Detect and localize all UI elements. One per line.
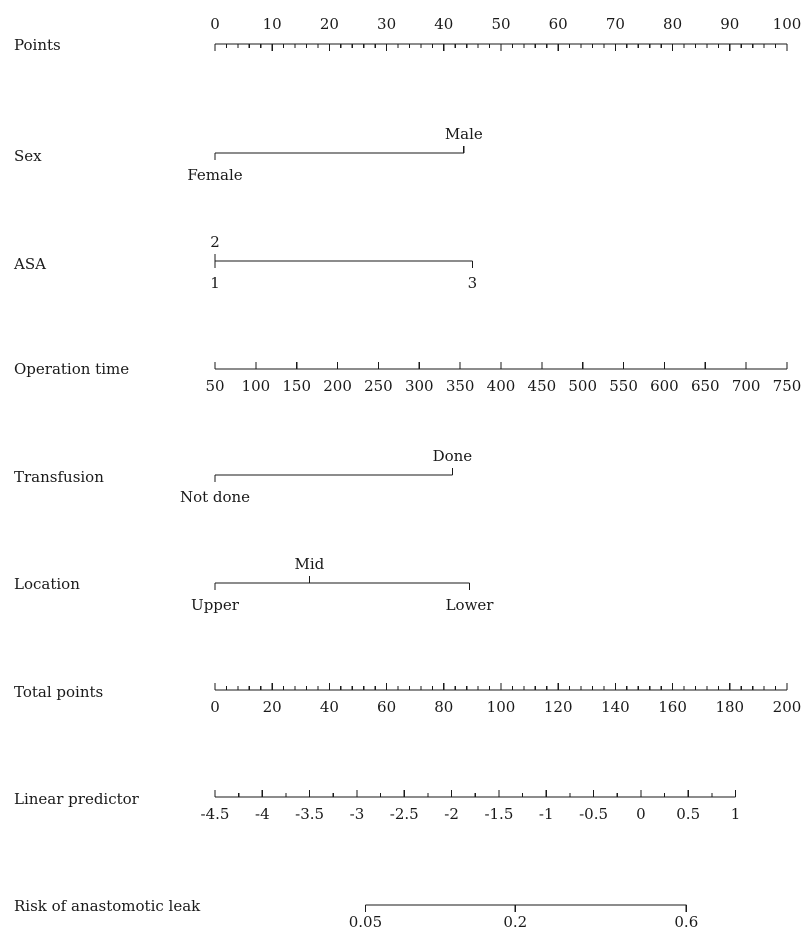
total-points-tick-label-60: 60	[377, 698, 396, 716]
linear-predictor-tick-label-2: -2	[444, 805, 459, 823]
operation-time-tick-label-500: 500	[568, 377, 597, 395]
points-tick-label-50: 50	[491, 15, 510, 33]
sex-label-male: Male	[445, 125, 483, 143]
total-points-tick-label-140: 140	[601, 698, 630, 716]
location-label-mid: Mid	[294, 555, 324, 573]
linear-predictor-tick-label-0-5: 0.5	[676, 805, 700, 823]
linear-predictor-tick-label-0: 0	[636, 805, 646, 823]
total-points-tick-label-180: 180	[715, 698, 744, 716]
points-tick-label-0: 0	[210, 15, 220, 33]
total-points-tick-label-0: 0	[210, 698, 220, 716]
risk-of-anastomotic-leak-tick-label-0-2: 0.2	[503, 913, 527, 931]
total-points-tick-label-200: 200	[773, 698, 801, 716]
points-tick-label-90: 90	[720, 15, 739, 33]
asa-label-3: 3	[468, 274, 478, 292]
points-tick-label-40: 40	[434, 15, 453, 33]
linear-predictor-tick-label-1: -1	[539, 805, 554, 823]
linear-predictor-row-label: Linear predictor	[14, 790, 140, 808]
sex-row-label: Sex	[14, 147, 42, 165]
risk-of-anastomotic-leak-tick-label-0-6: 0.6	[674, 913, 698, 931]
total-points-tick-label-100: 100	[487, 698, 516, 716]
operation-time-tick-label-400: 400	[487, 377, 516, 395]
points-tick-label-80: 80	[663, 15, 682, 33]
points-tick-label-20: 20	[320, 15, 339, 33]
sex-label-female: Female	[187, 166, 242, 184]
points-tick-label-70: 70	[606, 15, 625, 33]
location-label-upper: Upper	[191, 596, 240, 614]
total-points-tick-label-40: 40	[320, 698, 339, 716]
operation-time-tick-label-250: 250	[364, 377, 393, 395]
transfusion-label-not-done: Not done	[180, 488, 250, 506]
linear-predictor-tick-label-3: -3	[350, 805, 365, 823]
operation-time-tick-label-550: 550	[609, 377, 638, 395]
risk-of-anastomotic-leak-tick-label-0-05: 0.05	[349, 913, 382, 931]
linear-predictor-tick-label-4: -4	[255, 805, 270, 823]
transfusion-label-done: Done	[433, 447, 473, 465]
location-row-label: Location	[14, 575, 80, 593]
operation-time-tick-label-350: 350	[446, 377, 475, 395]
operation-time-tick-label-750: 750	[773, 377, 801, 395]
linear-predictor-tick-label-1: 1	[731, 805, 741, 823]
linear-predictor-tick-label-0-5: -0.5	[579, 805, 608, 823]
operation-time-tick-label-150: 150	[282, 377, 311, 395]
operation-time-tick-label-300: 300	[405, 377, 434, 395]
asa-row-label: ASA	[13, 255, 46, 273]
asa-label-1: 1	[210, 274, 220, 292]
linear-predictor-tick-label-4-5: -4.5	[201, 805, 230, 823]
points-tick-label-60: 60	[549, 15, 568, 33]
total-points-tick-label-160: 160	[658, 698, 687, 716]
operation-time-row-label: Operation time	[14, 360, 129, 378]
points-tick-label-30: 30	[377, 15, 396, 33]
linear-predictor-tick-label-2-5: -2.5	[390, 805, 419, 823]
total-points-tick-label-120: 120	[544, 698, 573, 716]
linear-predictor-tick-label-1-5: -1.5	[484, 805, 513, 823]
total-points-row-label: Total points	[14, 683, 103, 701]
operation-time-tick-label-200: 200	[323, 377, 352, 395]
points-tick-label-100: 100	[773, 15, 801, 33]
operation-time-tick-label-650: 650	[691, 377, 720, 395]
risk-of-anastomotic-leak-row-label: Risk of anastomotic leak	[14, 897, 201, 915]
points-row-label: Points	[14, 36, 61, 54]
operation-time-tick-label-50: 50	[205, 377, 224, 395]
asa-label-2: 2	[210, 233, 220, 251]
operation-time-tick-label-600: 600	[650, 377, 679, 395]
operation-time-tick-label-100: 100	[242, 377, 271, 395]
operation-time-tick-label-700: 700	[732, 377, 761, 395]
location-label-lower: Lower	[446, 596, 495, 614]
total-points-tick-label-80: 80	[434, 698, 453, 716]
transfusion-row-label: Transfusion	[14, 468, 104, 486]
total-points-tick-label-20: 20	[263, 698, 282, 716]
operation-time-tick-label-450: 450	[528, 377, 557, 395]
linear-predictor-tick-label-3-5: -3.5	[295, 805, 324, 823]
points-tick-label-10: 10	[263, 15, 282, 33]
